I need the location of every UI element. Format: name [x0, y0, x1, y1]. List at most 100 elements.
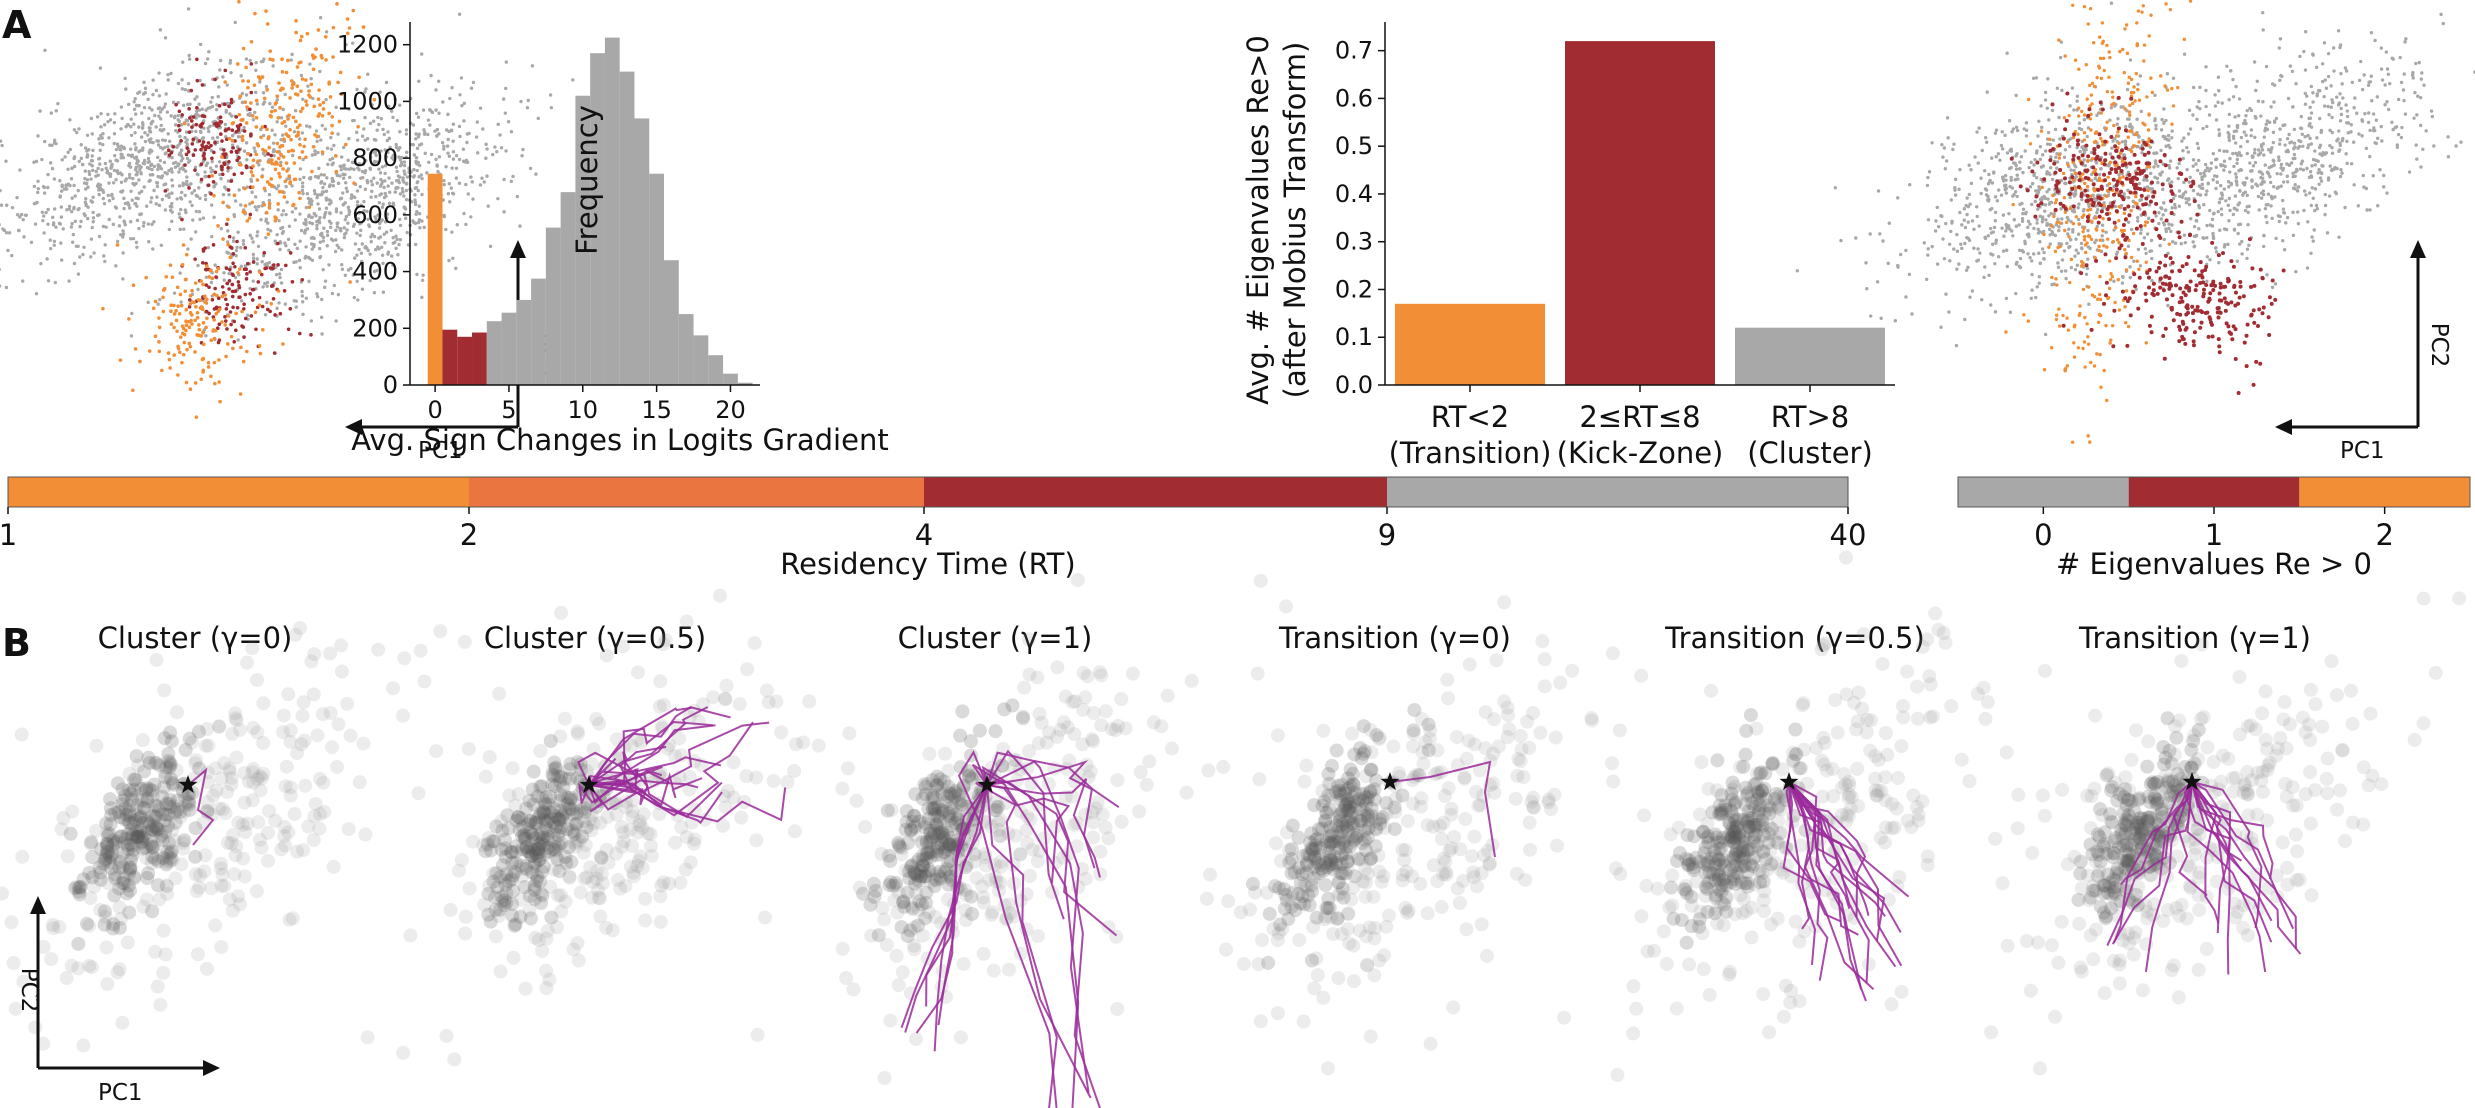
scatter-point-cluster	[2330, 115, 2334, 120]
hist-bar-3	[472, 332, 487, 385]
scatter-point-cluster	[78, 224, 82, 229]
scatter-point-transition	[343, 142, 348, 147]
scatter-point-cluster	[2135, 117, 2139, 121]
scatter-point-cluster	[1972, 246, 1976, 250]
scatter-point-cluster	[2009, 175, 2013, 180]
scatter-point-kick	[2126, 204, 2131, 209]
scatter-point-transition	[356, 124, 360, 129]
scatter-point-cluster	[442, 213, 446, 218]
scatter-point-transition	[2101, 229, 2105, 233]
scatter-point-transition	[151, 306, 156, 311]
scatter-point-kick	[2144, 196, 2149, 201]
scatter-point-transition	[2063, 54, 2067, 58]
scatter-point-cluster	[2078, 149, 2082, 154]
scatter-point-transition	[303, 137, 307, 142]
scatter-point-kick	[2180, 319, 2185, 324]
scatter-point-cluster	[2196, 146, 2201, 150]
eig-ytick-label: 0.2	[1335, 275, 1373, 303]
scatter-point-cluster	[103, 161, 108, 166]
scatter-point-transition	[265, 22, 270, 26]
scatter-point-cluster	[178, 167, 182, 171]
scatter-point-cluster	[334, 207, 339, 211]
scatter-point-cluster	[209, 100, 213, 104]
scatter-point-kick	[2077, 171, 2082, 176]
scatter-point-cluster	[1979, 176, 1983, 180]
scatter-point-cluster	[2145, 232, 2150, 236]
scatter-point-transition	[296, 130, 301, 135]
scatter-point-transition	[304, 78, 308, 82]
scatter-point-transition	[348, 280, 352, 284]
scatter-point-cluster	[324, 97, 328, 102]
scatter-point-transition	[323, 34, 328, 39]
scatter-point-cluster	[318, 15, 323, 20]
scatter-point-cluster	[335, 243, 339, 247]
scatter-point-cluster	[157, 106, 162, 110]
scatter-point-cluster	[418, 163, 422, 168]
scatter-point-transition	[194, 305, 198, 309]
scatter-point-cluster	[2012, 218, 2016, 222]
scatter-point-kick	[2258, 361, 2263, 366]
scatter-point-cluster	[2233, 141, 2238, 145]
scatter-point-transition	[197, 323, 201, 327]
scatter-point-cluster	[437, 155, 442, 159]
scatter-point-cluster	[2256, 99, 2261, 103]
scatter-point-cluster	[222, 271, 226, 275]
scatter-point-cluster	[70, 196, 74, 200]
scatter-point-cluster	[2009, 178, 2013, 182]
scatter-point-cluster	[209, 280, 214, 285]
scatter-point-cluster	[101, 131, 105, 136]
scatter-point-transition	[2136, 9, 2141, 13]
scatter-point-transition	[299, 60, 303, 64]
scatter-point-cluster	[302, 175, 306, 180]
scatter-point-cluster	[2324, 151, 2329, 155]
scatter-point-cluster	[2182, 233, 2187, 237]
scatter-point-cluster	[19, 212, 24, 217]
scatter-point-cluster	[2167, 226, 2171, 231]
scatter-point-kick	[2217, 344, 2222, 349]
scatter-point-cluster	[398, 217, 402, 222]
eig-ytick-label: 0.3	[1335, 228, 1373, 256]
scatter-point-cluster	[213, 263, 217, 267]
scatter-point-cluster	[2004, 296, 2009, 301]
scatter-point-cluster	[82, 245, 86, 250]
scatter-point-kick	[201, 249, 206, 253]
scatter-point-cluster	[2410, 73, 2415, 77]
scatter-point-cluster	[158, 158, 163, 163]
scatter-point-cluster	[1960, 246, 1964, 251]
scatter-point-cluster	[1943, 167, 1948, 171]
scatter-point-cluster	[195, 172, 199, 176]
scatter-point-transition	[2063, 367, 2067, 372]
scatter-point-cluster	[2419, 95, 2423, 100]
scatter-point-cluster	[398, 175, 402, 179]
scatter-point-cluster	[336, 292, 341, 297]
scatter-point-transition	[2116, 130, 2120, 134]
scatter-point-transition	[2083, 250, 2088, 255]
scatter-point-cluster	[177, 212, 181, 216]
scatter-point-cluster	[81, 252, 85, 257]
scatter-point-cluster	[1993, 210, 1998, 215]
scatter-point-cluster	[2303, 29, 2308, 34]
scatter-point-cluster	[355, 253, 359, 257]
scatter-point-cluster	[2245, 256, 2249, 261]
scatter-point-cluster	[2189, 217, 2193, 221]
scatter-point-cluster	[2139, 198, 2144, 202]
scatter-point-cluster	[2037, 119, 2041, 123]
scatter-point-cluster	[377, 226, 382, 230]
scatter-point-cluster	[82, 212, 86, 216]
scatter-point-cluster	[2187, 180, 2192, 184]
scatter-point-transition	[2028, 142, 2033, 146]
scatter-point-transition	[266, 160, 271, 164]
scatter-point-transition	[2074, 215, 2078, 219]
scatter-point-transition	[247, 216, 252, 220]
scatter-point-cluster	[72, 261, 77, 266]
scatter-point-cluster	[2235, 125, 2240, 130]
scatter-point-cluster	[324, 30, 329, 34]
scatter-point-cluster	[2265, 220, 2269, 225]
scatter-point-cluster	[2361, 173, 2366, 178]
scatter-point-cluster	[2382, 173, 2386, 178]
scatter-point-kick	[210, 297, 215, 302]
scatter-point-cluster	[1993, 310, 1998, 314]
scatter-point-cluster	[2167, 138, 2171, 142]
scatter-point-kick	[219, 164, 224, 169]
scatter-point-transition	[228, 255, 233, 260]
